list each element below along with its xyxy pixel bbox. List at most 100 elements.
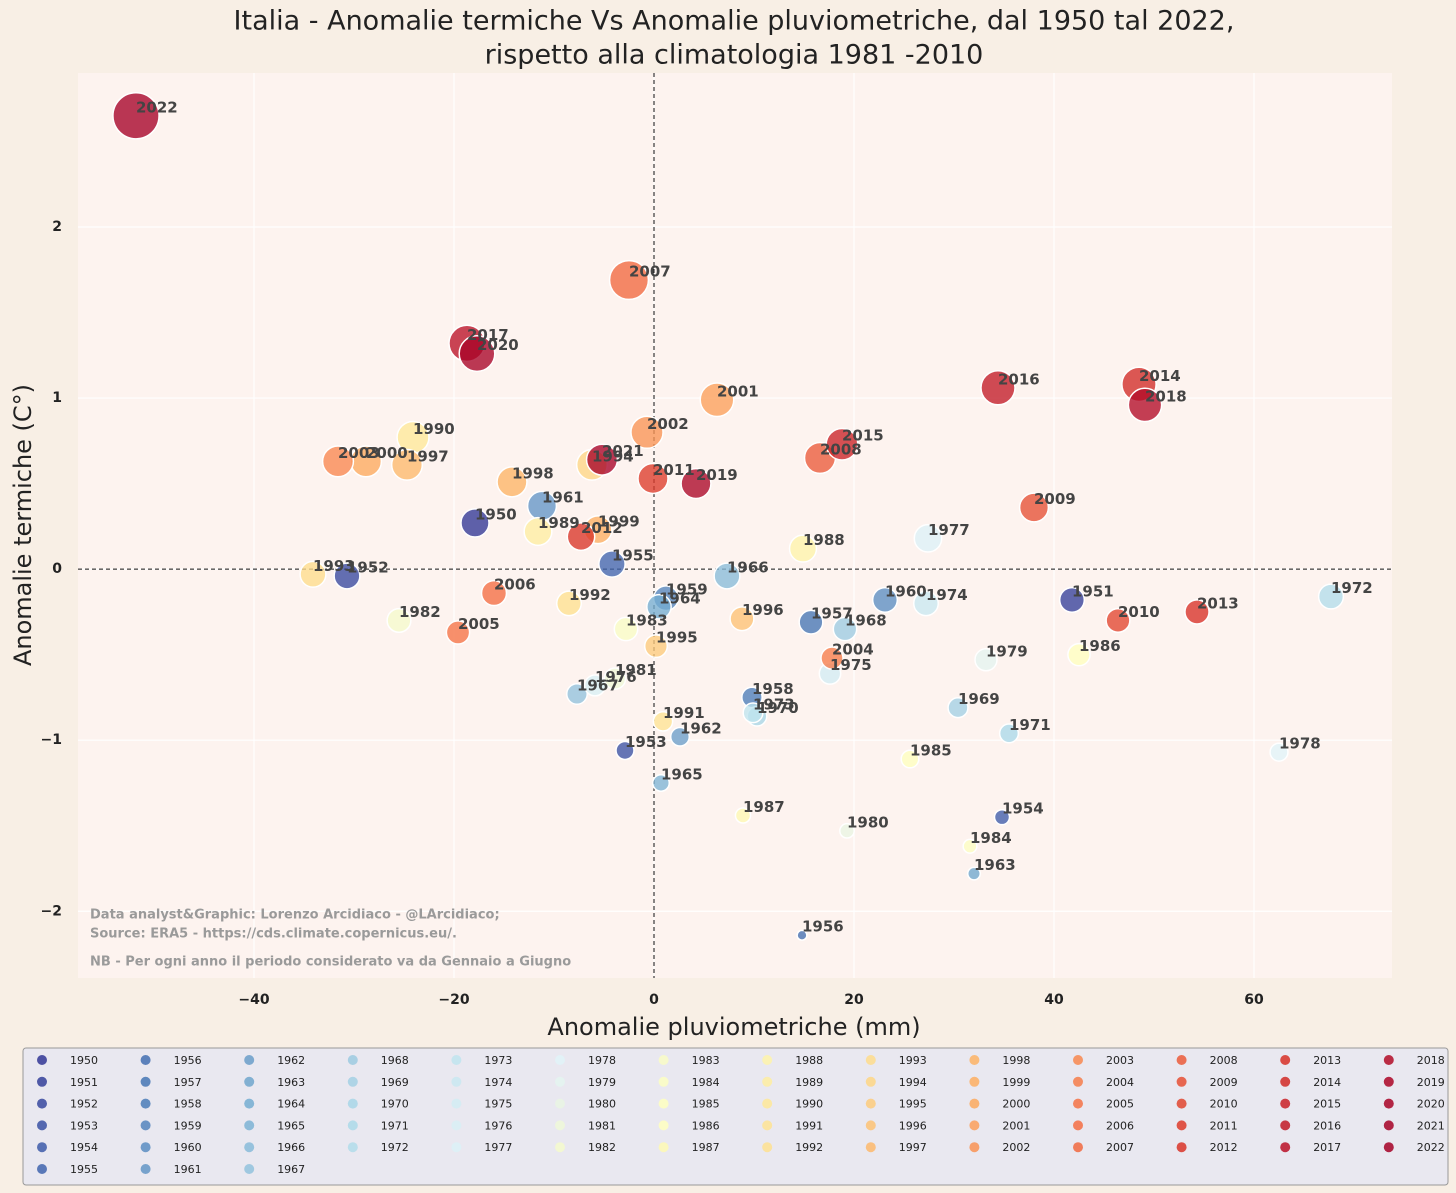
point-label: 1974 <box>926 586 968 604</box>
point-label: 1982 <box>399 603 441 621</box>
point <box>1127 387 1163 423</box>
legend-label: 1954 <box>70 1141 98 1154</box>
legend-label: 2000 <box>1002 1098 1030 1111</box>
legend-marker <box>244 1076 255 1087</box>
legend-marker <box>347 1098 358 1109</box>
legend-marker <box>762 1142 773 1153</box>
point <box>788 534 818 563</box>
legend-label: 1966 <box>277 1141 305 1154</box>
point-label: 2021 <box>602 442 644 460</box>
point-label: 1958 <box>752 680 794 698</box>
legend-marker <box>658 1098 669 1109</box>
point-label: 1996 <box>742 601 784 619</box>
point-label: 1988 <box>803 531 845 549</box>
point <box>680 467 712 500</box>
legend-marker <box>865 1055 876 1065</box>
legend-marker <box>658 1055 669 1065</box>
point-label: 1960 <box>885 582 927 600</box>
legend-marker <box>1383 1055 1394 1065</box>
legend-marker <box>1280 1142 1291 1153</box>
legend-marker <box>451 1076 462 1087</box>
point-label: 1965 <box>661 765 703 783</box>
point <box>734 807 752 824</box>
legend-label: 2014 <box>1313 1076 1341 1089</box>
legend-marker <box>658 1142 669 1153</box>
legend-marker <box>1383 1076 1394 1087</box>
point <box>321 445 355 478</box>
legend-label: 1961 <box>174 1163 202 1176</box>
legend-marker <box>865 1120 876 1131</box>
point <box>825 427 859 461</box>
legend-label: 1985 <box>692 1098 720 1111</box>
legend-label: 1978 <box>588 1054 616 1067</box>
legend-label: 2007 <box>1106 1141 1134 1154</box>
point-label: 1985 <box>910 742 952 760</box>
point <box>974 648 998 672</box>
legend-marker <box>762 1076 773 1087</box>
point <box>742 702 764 724</box>
legend-marker <box>969 1076 980 1087</box>
point-label: 1962 <box>680 719 722 737</box>
legend-label: 1995 <box>899 1098 927 1111</box>
point-label: 2005 <box>458 615 500 633</box>
point-label: 2022 <box>136 98 178 116</box>
point <box>566 522 596 552</box>
legend-label: 1950 <box>70 1054 98 1067</box>
legend-label: 1956 <box>174 1054 202 1067</box>
legend-marker <box>1073 1055 1083 1065</box>
legend-label: 1980 <box>588 1098 616 1111</box>
point <box>1018 492 1050 523</box>
point <box>112 91 160 140</box>
legend-label: 2001 <box>1002 1119 1030 1132</box>
legend-marker <box>37 1055 47 1065</box>
point-label: 1951 <box>1072 582 1114 600</box>
legend-marker <box>1383 1120 1394 1131</box>
point <box>390 448 424 481</box>
point-label: 1995 <box>656 629 698 647</box>
point <box>480 579 508 607</box>
point-label: 1950 <box>475 505 517 523</box>
legend-label: 2010 <box>1210 1098 1238 1111</box>
point-label: 1964 <box>659 589 701 607</box>
legend-label: 2005 <box>1106 1098 1134 1111</box>
point-label: 1980 <box>847 813 889 831</box>
chart-title: rispetto alla climatologia 1981 -2010 <box>485 40 984 71</box>
point-label: 1968 <box>845 612 887 630</box>
point <box>699 382 735 418</box>
legend-marker <box>140 1098 151 1109</box>
legend-label: 2021 <box>1417 1119 1445 1132</box>
point-label: 1997 <box>407 447 449 465</box>
point <box>299 560 327 588</box>
legend: 1950 1951 1952 1953 1954 1955 1956 1957 1958 1959… <box>37 1054 1445 1176</box>
legend-marker <box>1176 1076 1187 1087</box>
point <box>1269 742 1289 762</box>
legend-marker <box>1073 1098 1083 1109</box>
point-label: 2012 <box>581 519 623 537</box>
legend-marker <box>865 1098 876 1109</box>
legend-marker <box>140 1164 151 1174</box>
legend-marker <box>37 1164 47 1174</box>
point-label: 1979 <box>986 642 1028 660</box>
point-label: 1973 <box>753 695 795 713</box>
legend-marker <box>1280 1055 1291 1065</box>
legend-label: 2016 <box>1313 1119 1341 1132</box>
legend-label: 1993 <box>899 1054 927 1067</box>
legend-marker <box>1073 1076 1083 1087</box>
legend-label: 1975 <box>484 1098 512 1111</box>
point-label: 1978 <box>1279 735 1321 753</box>
point-label: 1955 <box>612 546 654 564</box>
legend-marker <box>969 1120 980 1131</box>
point-labels: 1950 1951 1952 1953 1954 1955 1956 1957 1958 1959… <box>136 98 1373 935</box>
point-label: 2019 <box>696 466 738 484</box>
point-label: 1954 <box>1002 800 1044 818</box>
point-label: 1990 <box>413 420 455 438</box>
point-label: 1959 <box>666 581 708 599</box>
legend-label: 2019 <box>1417 1076 1445 1089</box>
point <box>998 723 1020 744</box>
point-label: 2016 <box>998 370 1040 388</box>
point-label: 1983 <box>626 612 668 630</box>
point-label: 1989 <box>538 514 580 532</box>
point-label: 1957 <box>811 605 853 623</box>
point-label: 2002 <box>647 415 689 433</box>
legend-label: 1965 <box>277 1119 305 1132</box>
